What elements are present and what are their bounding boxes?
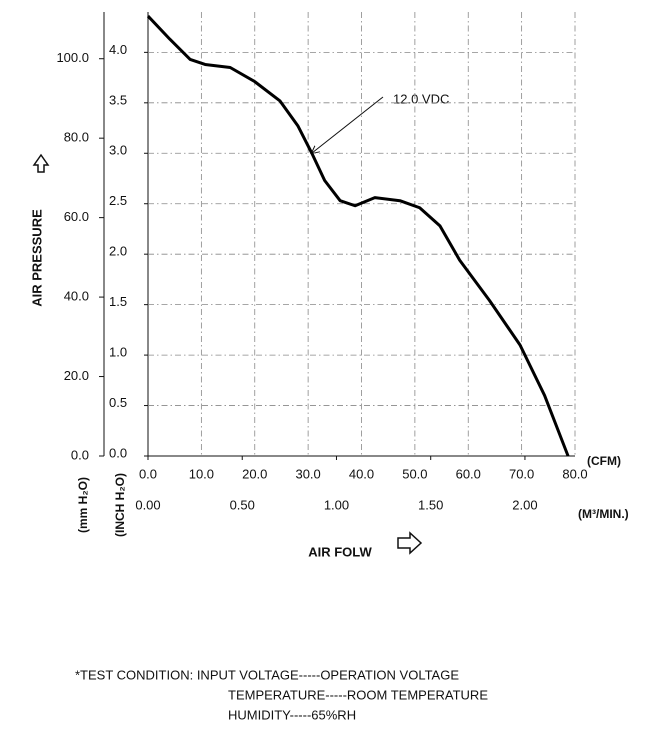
right-arrow-icon <box>397 531 423 555</box>
note: TEMPERATURE-----ROOM TEMPERATURE <box>228 687 488 702</box>
x-tick-label: 30.0 <box>295 466 320 481</box>
y-tick-label: 4.0 <box>109 42 127 57</box>
annotation-arrow <box>312 96 384 153</box>
y-axis-label: AIR PRESSURE <box>29 209 44 307</box>
x-tick-label: 80.0 <box>562 466 587 481</box>
annotation: 12.0 VDC <box>393 91 449 106</box>
x-tick-label: 50.0 <box>402 466 427 481</box>
y-tick-label: 3.5 <box>109 92 127 107</box>
x-tick-label: 0.0 <box>139 466 157 481</box>
y-tick-label: 3.0 <box>109 143 127 158</box>
x-tick-label: 40.0 <box>349 466 374 481</box>
x-tick-label: 10.0 <box>189 466 214 481</box>
y2-tick-label: 100.0 <box>56 50 89 65</box>
x2-tick-label: 1.00 <box>324 497 349 512</box>
up-arrow-icon <box>32 153 50 173</box>
x2-tick-label: 0.00 <box>135 497 160 512</box>
y-tick-label: 2.5 <box>109 193 127 208</box>
y-tick-label: 0.0 <box>109 445 127 460</box>
curve <box>146 15 570 457</box>
x2-tick-label: 0.50 <box>230 497 255 512</box>
x-unit: (CFM) <box>587 454 621 468</box>
y2-tick-label: 0.0 <box>71 447 89 462</box>
note: HUMIDITY-----65%RH <box>228 707 356 722</box>
y-unit: (INCH H₂O) <box>113 473 127 537</box>
y-tick-label: 0.5 <box>109 395 127 410</box>
x-tick-label: 70.0 <box>509 466 534 481</box>
x2-tick-label: 2.00 <box>512 497 537 512</box>
y-tick-label: 2.0 <box>109 244 127 259</box>
y-tick-label: 1.5 <box>109 294 127 309</box>
x-axis-label: AIR FOLW <box>308 544 372 559</box>
y2-tick-label: 60.0 <box>64 209 89 224</box>
x-tick-label: 60.0 <box>456 466 481 481</box>
y2-tick-label: 20.0 <box>64 368 89 383</box>
y2-unit: (mm H₂O) <box>76 477 90 533</box>
x2-unit: (M³/MIN.) <box>578 507 629 521</box>
y-tick-label: 1.0 <box>109 345 127 360</box>
x2-tick-label: 1.50 <box>418 497 443 512</box>
y2-tick-label: 40.0 <box>64 289 89 304</box>
note: *TEST CONDITION: INPUT VOLTAGE-----OPERA… <box>75 667 459 682</box>
y2-tick-label: 80.0 <box>64 130 89 145</box>
x-tick-label: 20.0 <box>242 466 267 481</box>
